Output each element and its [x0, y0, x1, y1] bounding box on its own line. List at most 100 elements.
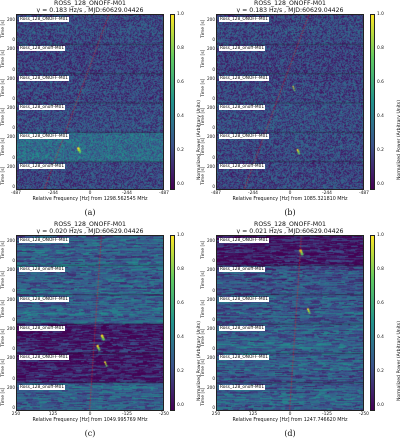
segment-label: Ross_128_ONOFF-M01	[219, 75, 270, 81]
panel-title: ROSS_128_ONOFF-M01	[54, 221, 126, 228]
y-tick-label: 0	[12, 96, 15, 101]
segment-label: Ross_128_ONOFF-M01	[219, 238, 270, 243]
y-tick-label: 0	[212, 317, 215, 322]
panel-subtitle: ṿ = 0.021 Hz/s , MJD:60629.04426	[236, 227, 344, 235]
colorbar-tick-label: 0.8	[377, 46, 384, 51]
waterfall-panel: ROSS_128_ONOFF-M01 ṿ = 0.183 Hz/s , MJD:6…	[200, 0, 400, 221]
y-axis-title: Time [s]	[1, 108, 6, 127]
y-axis-title: Time [s]	[1, 137, 6, 156]
segment-label: Ross_128_ONOFF-M01	[19, 238, 70, 243]
colorbar	[370, 235, 375, 411]
x-tick-label: -125	[322, 412, 332, 417]
y-tick-label: 200	[7, 46, 15, 52]
y-tick-label: 0	[12, 125, 15, 131]
x-tick-label: 250	[11, 412, 21, 417]
y-tick-label: 0	[12, 317, 15, 322]
y-tick-label: 0	[212, 346, 215, 352]
panel-title: ROSS_128_ONOFF-M01	[254, 221, 326, 228]
y-axis-title: Time [s]	[201, 166, 206, 185]
colorbar-tick-label: 0.4	[177, 114, 184, 119]
segment-label: Ross_128_ONOFF-M01	[19, 355, 70, 361]
y-tick-label: 0	[12, 154, 15, 160]
y-tick-label: 200	[207, 134, 215, 140]
y-axis-title: Time [s]	[201, 137, 206, 156]
y-tick-label: 0	[212, 184, 215, 189]
colorbar-tick-label: 1.0	[377, 12, 384, 17]
panel-title: ROSS_128_ONOFF-M01	[54, 0, 126, 7]
y-tick-label: 0	[212, 37, 215, 43]
y-tick-label: 200	[7, 326, 15, 331]
subfigure-caption: (b)	[284, 208, 296, 217]
segment-label: Ross_128_onoff-M01	[219, 326, 266, 331]
waterfall-plot: Ross_128_ONOFF-M01 Ross_128_onoff-M01 Ross…	[16, 14, 164, 190]
colorbar-tick-label: 0.0	[377, 403, 384, 408]
x-tick-label: -244	[322, 191, 332, 196]
segment-label: Ross_128_ONOFF-M01	[219, 355, 270, 361]
x-axis-label: Relative Frequency [Hz] from 1247.746620…	[232, 418, 348, 423]
waterfall-panel: ROSS_128_ONOFF-M01 ṿ = 0.021 Hz/s , MJD:6…	[200, 221, 400, 442]
y-axis-title: Time [s]	[201, 358, 206, 377]
y-tick-label: 200	[207, 296, 215, 302]
y-tick-label: 0	[212, 96, 215, 101]
segment-label: Ross_128_ONOFF-M01	[219, 17, 270, 22]
segment-label: Ross_128_onoff-M01	[19, 46, 66, 52]
waterfall-panel: ROSS_128_ONOFF-M01 ṿ = 0.020 Hz/s , MJD:6…	[0, 221, 202, 442]
panel-subtitle: ṿ = 0.020 Hz/s , MJD:60629.04426	[36, 227, 144, 235]
y-tick-label: 200	[207, 75, 215, 81]
colorbar-tick-label: 0.8	[377, 267, 384, 272]
segment-label: Ross_128_onoff-M01	[219, 46, 266, 52]
y-tick-label: 0	[212, 154, 215, 160]
colorbar-tick-label: 1.0	[377, 233, 384, 238]
x-axis-label: Relative Frequency [Hz] from 1298.562545…	[32, 197, 148, 202]
x-tick-label: 0	[288, 191, 292, 196]
y-tick-label: 200	[207, 17, 215, 22]
x-tick-label: -487	[211, 191, 221, 196]
y-axis-title: Time [s]	[1, 387, 6, 406]
y-tick-label: 200	[7, 105, 15, 110]
colorbar	[170, 14, 175, 190]
colorbar-tick-label: 1.0	[177, 233, 184, 238]
colorbar-tick-label: 0.0	[177, 182, 184, 187]
y-axis-title: Time [s]	[1, 20, 6, 39]
y-tick-label: 200	[207, 46, 215, 52]
y-axis-title: Time [s]	[201, 241, 206, 260]
colorbar-tick-label: 1.0	[177, 12, 184, 17]
y-tick-label: 200	[7, 267, 15, 273]
y-tick-label: 0	[212, 405, 215, 410]
y-axis-title: Time [s]	[201, 387, 206, 406]
y-tick-label: 0	[12, 287, 15, 293]
y-axis-title: Time [s]	[1, 270, 6, 289]
y-tick-label: 0	[212, 258, 215, 264]
y-tick-label: 200	[7, 134, 15, 140]
y-tick-label: 200	[7, 384, 15, 390]
y-tick-label: 200	[207, 163, 215, 169]
x-tick-label: -487	[159, 191, 169, 196]
segment-label: Ross_128_onoff-M01	[19, 326, 66, 331]
panel-subtitle: ṿ = 0.183 Hz/s , MJD:60629.04426	[36, 6, 144, 14]
y-tick-label: 200	[207, 267, 215, 273]
waterfall-panel: ROSS_128_ONOFF-M01 ṿ = 0.183 Hz/s , MJD:6…	[0, 0, 202, 221]
y-tick-label: 0	[12, 375, 15, 381]
y-axis-title: Time [s]	[1, 329, 6, 348]
subfigure-caption: (a)	[84, 208, 96, 217]
y-axis-title: Time [s]	[201, 299, 206, 318]
y-tick-label: 0	[12, 66, 15, 72]
segment-label: Ross_128_onoff-M01	[219, 267, 266, 273]
segment-label: Ross_128_onoff-M01	[19, 384, 66, 390]
subfigure-caption: (d)	[284, 429, 296, 438]
x-tick-label: 125	[48, 412, 58, 417]
segment-label: Ross_128_onoff-M01	[19, 163, 66, 169]
y-axis-title: Time [s]	[201, 270, 206, 289]
y-tick-label: 0	[12, 37, 15, 43]
colorbar-tick-label: 0.2	[377, 148, 384, 153]
y-tick-label: 200	[7, 296, 15, 302]
y-tick-label: 0	[12, 405, 15, 410]
colorbar-tick-label: 0.6	[377, 301, 384, 306]
y-tick-label: 0	[212, 287, 215, 293]
x-tick-label: 0	[288, 412, 292, 417]
y-axis-title: Time [s]	[201, 78, 206, 97]
waterfall-heatmap	[217, 236, 363, 410]
x-tick-label: 0	[88, 412, 92, 417]
waterfall-plot: Ross_128_ONOFF-M01 Ross_128_onoff-M01 Ross…	[16, 235, 164, 411]
y-tick-label: 0	[212, 125, 215, 131]
